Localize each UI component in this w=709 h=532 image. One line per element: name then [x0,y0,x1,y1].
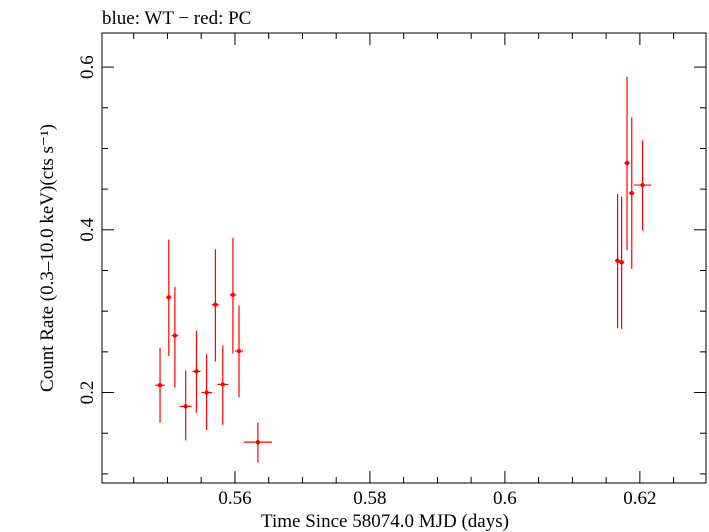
point-marker [619,260,624,265]
point-marker [230,292,236,298]
point-marker [640,182,645,188]
data-point [614,194,621,329]
x-tick-label: 0.58 [353,488,386,509]
y-tick-label: 0.6 [77,55,98,79]
data-point [212,249,219,362]
x-tick-label: 0.6 [493,488,517,509]
data-point [171,286,179,388]
data-series [155,76,652,463]
point-marker [204,390,209,395]
data-point [201,354,213,430]
point-marker [157,383,163,388]
point-marker [172,333,178,338]
y-axis-label: Count Rate (0.3–10.0 keV)(cts s⁻¹) [37,124,58,392]
data-point [618,196,625,330]
point-marker [615,258,620,263]
x-axis: 0.56 0.58 0.6 0.62 [133,33,675,509]
point-marker [220,382,225,387]
data-point [217,345,229,426]
point-marker [166,295,172,300]
point-marker [236,348,242,354]
data-point [633,140,652,231]
y-axis: 0.2 0.4 0.6 [77,55,706,475]
x-axis-label: Time Since 58074.0 MJD (days) [261,511,509,532]
x-tick-label: 0.56 [218,488,251,509]
data-point [179,370,192,441]
y-tick-label: 0.4 [77,217,98,241]
data-point [243,422,273,463]
plot-frame [101,32,707,484]
data-point [229,237,237,354]
y-tick-label: 0.2 [77,381,98,405]
point-marker [213,302,218,307]
data-point [629,117,635,269]
data-point [234,305,244,398]
point-marker [194,369,199,374]
x-tick-label: 0.62 [623,488,656,509]
data-point [166,239,172,356]
data-point [155,347,165,423]
point-marker [255,439,261,445]
point-marker [624,160,630,166]
data-point [624,76,630,251]
point-marker [629,190,634,196]
data-point [192,330,201,413]
chart-title: blue: WT − red: PC [102,8,251,29]
point-marker [183,404,188,409]
